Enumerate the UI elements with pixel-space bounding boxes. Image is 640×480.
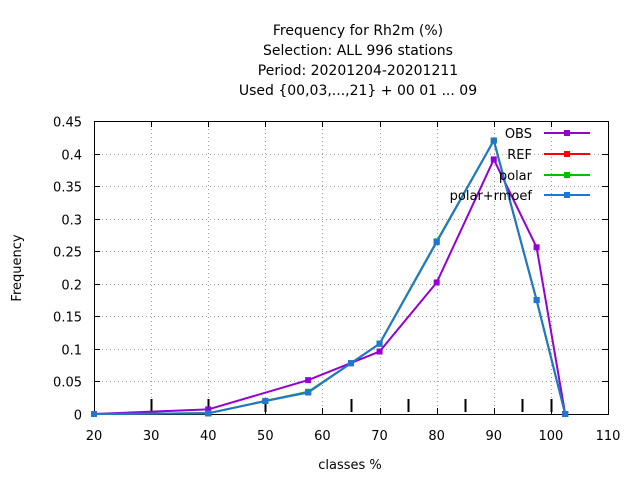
x-axis-title: classes % [318,458,382,473]
grid [94,121,608,414]
axis-ticks: 20 30 40 50 60 70 80 90 100 110 0 0.05 0.1 0.15 0.2 0.2… [53,116,620,445]
title-line: Frequency for Rh2m (%) [273,23,443,39]
x-tick-label: 90 [486,429,503,444]
series-polar-rmoef [91,137,569,417]
legend-label: OBS [505,127,532,142]
y-axis-title: Frequency [10,234,25,301]
plot-frame [94,121,609,415]
data-point [490,137,497,144]
data-point [533,244,540,251]
x-tick-label: 30 [143,429,160,444]
y-tick-label: 0.05 [53,376,82,391]
y-tick-label: 0.2 [61,279,82,294]
series-line [93,157,567,415]
data-point [91,411,97,417]
data-point [376,348,383,355]
x-tick-label: 60 [314,429,331,444]
legend-label: polar [499,169,533,184]
data-point [205,406,212,413]
x-tick-label: 50 [257,429,274,444]
data-point [433,279,440,286]
legend: OBS REF polar polar+rmoef [450,127,590,204]
x-tick-label: 40 [200,429,217,444]
data-point [305,389,312,396]
y-tick-label: 0.4 [61,149,82,164]
series-line [93,137,567,415]
y-tick-label: 0.15 [53,311,82,326]
data-point [533,297,540,304]
data-point [562,411,569,417]
class-marks [150,399,553,412]
title-line: Used {00,03,...,21} + 00 01 ... 09 [239,83,477,99]
data-point [205,410,212,417]
legend-marker [564,172,570,178]
y-tick-label: 0.45 [53,116,82,131]
data-point [262,397,269,404]
legend-marker [564,130,570,136]
x-tick-label: 80 [428,429,445,444]
title-line: Selection: ALL 996 stations [263,43,453,59]
legend-label: polar+rmoef [450,189,533,204]
x-tick-label: 20 [86,429,103,444]
x-tick-label: 110 [596,429,621,444]
series-lines [91,137,569,417]
data-point [348,360,354,367]
series-ref [91,137,569,417]
y-tick-label: 0 [74,409,82,424]
y-tick-label: 0.25 [53,246,82,261]
title-line: Period: 20201204-20201211 [258,63,458,79]
y-tick-label: 0.3 [61,214,82,229]
x-tick-label: 70 [371,429,388,444]
legend-label: REF [507,148,532,163]
x-tick-label: 100 [538,429,563,444]
y-tick-label: 0.35 [53,181,82,196]
data-point [376,340,383,347]
legend-marker [564,192,570,198]
chart-title: Frequency for Rh2m (%) Selection: ALL 996… [239,23,477,99]
y-tick-label: 0.1 [61,344,82,359]
data-point [433,239,440,246]
series-polar [91,137,569,417]
data-point [305,377,312,384]
legend-marker [564,151,570,157]
data-point [490,156,497,163]
